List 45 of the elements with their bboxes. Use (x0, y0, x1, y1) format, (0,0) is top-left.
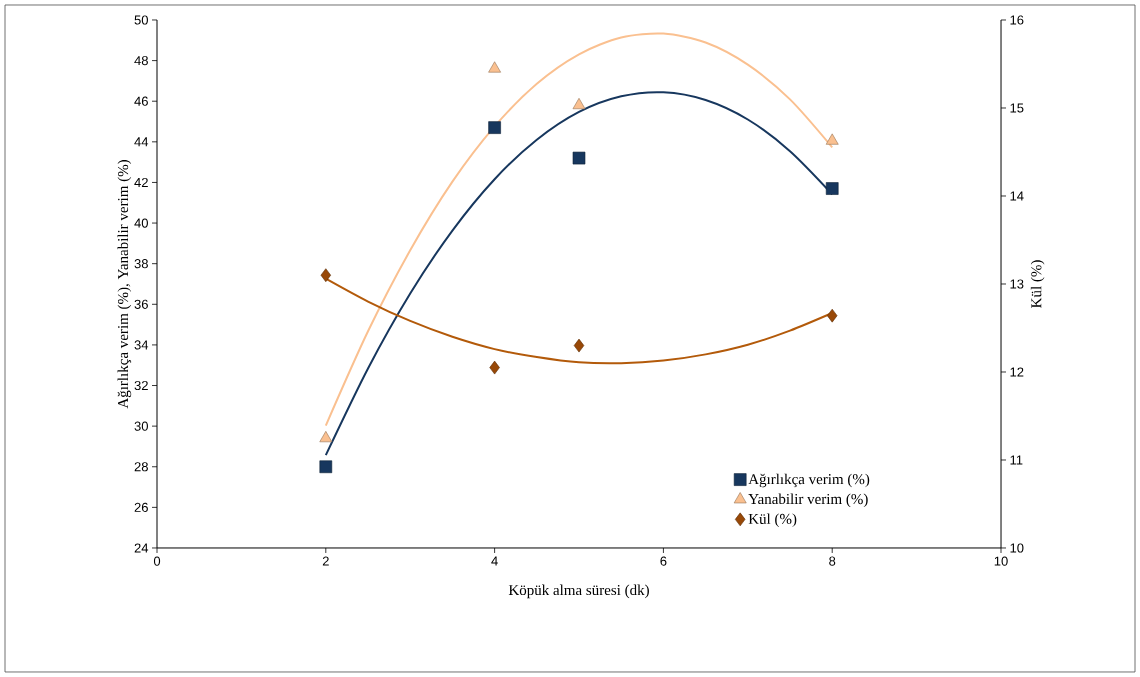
y-axis-title: Ağırlıkça verim (%), Yanabilir verim (%) (117, 160, 132, 409)
y-tick-label: 30 (134, 421, 148, 431)
legend-label: Ağırlıkça verim (%) (748, 473, 870, 488)
x-tick-label: 10 (994, 556, 1008, 566)
y2-tick-label: 13 (1010, 279, 1024, 289)
point (488, 121, 501, 134)
y2-tick-label: 10 (1010, 543, 1024, 553)
point (825, 182, 839, 195)
y-tick-label: 44 (134, 137, 149, 147)
x-tick-label: 8 (829, 556, 836, 566)
x-tick-label: 4 (491, 556, 498, 566)
y-tick-label: 24 (134, 543, 149, 553)
y2-axis-title: Kül (%) (1030, 260, 1045, 308)
y-tick-label: 40 (134, 218, 148, 228)
point (572, 151, 586, 165)
y-tick-label: 36 (134, 299, 148, 309)
x-tick-label: 6 (660, 556, 667, 566)
y2-tick-label: 11 (1010, 455, 1023, 465)
y2-tick-label: 14 (1010, 191, 1024, 201)
y-tick-label: 48 (134, 56, 148, 66)
point (489, 360, 500, 375)
y2-tick-label: 15 (1010, 103, 1024, 113)
point (573, 338, 585, 353)
y2-tick-label: 12 (1010, 367, 1024, 377)
y-tick-label: 26 (134, 502, 148, 512)
y-tick-label: 42 (134, 177, 148, 187)
y-tick-label: 34 (134, 340, 149, 350)
point (488, 61, 501, 73)
point (320, 268, 331, 282)
y-tick-label: 46 (134, 96, 148, 106)
point (319, 431, 333, 443)
x-axis-title: Köpük alma süresi (dk) (508, 584, 649, 599)
x-tick-label: 2 (322, 556, 329, 566)
y-tick-label: 38 (134, 259, 148, 269)
legend-label: Yanabilir verim (%) (748, 493, 868, 508)
point (572, 97, 586, 110)
y-tick-label: 28 (134, 462, 148, 472)
x-tick-label: 0 (153, 556, 161, 566)
point (319, 460, 333, 474)
y2-tick-label: 16 (1010, 15, 1024, 25)
y-tick-label: 50 (134, 15, 148, 25)
y-tick-label: 32 (134, 380, 148, 391)
legend-label: Kül (%) (748, 513, 797, 528)
point (825, 133, 839, 145)
point (827, 308, 838, 323)
